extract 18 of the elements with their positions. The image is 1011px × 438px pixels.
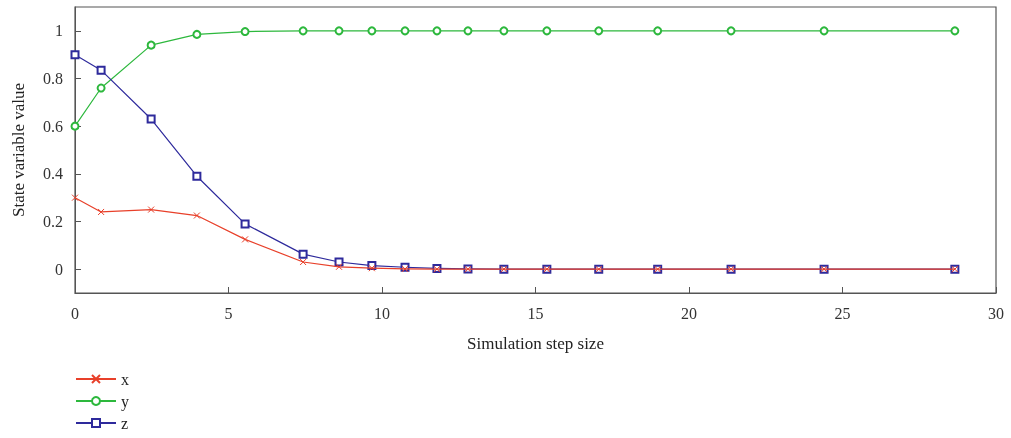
x-axis-title: Simulation step size [467,334,604,353]
y-tick-label: 0 [55,260,63,278]
y-tick-label: 0.2 [43,213,63,230]
x-tick-label: 25 [834,304,851,322]
x-tick-label: 15 [527,304,544,322]
y-tick-label: 0.8 [43,70,63,87]
x-tick-label: 30 [988,304,1004,322]
x-tick-label: 0 [71,304,79,322]
x-tick-label: 5 [224,304,233,322]
legend-label: y [121,392,129,411]
y-tick-label: 0.4 [43,165,63,183]
y-tick-label: 1 [55,22,63,40]
legend-label: x [121,370,129,388]
y-axis-title: State variable value [9,82,28,218]
y-tick-label: 0.6 [43,117,63,135]
legend-label: z [121,414,129,432]
x-tick-label: 10 [374,304,390,322]
x-tick-label: 20 [681,304,697,322]
